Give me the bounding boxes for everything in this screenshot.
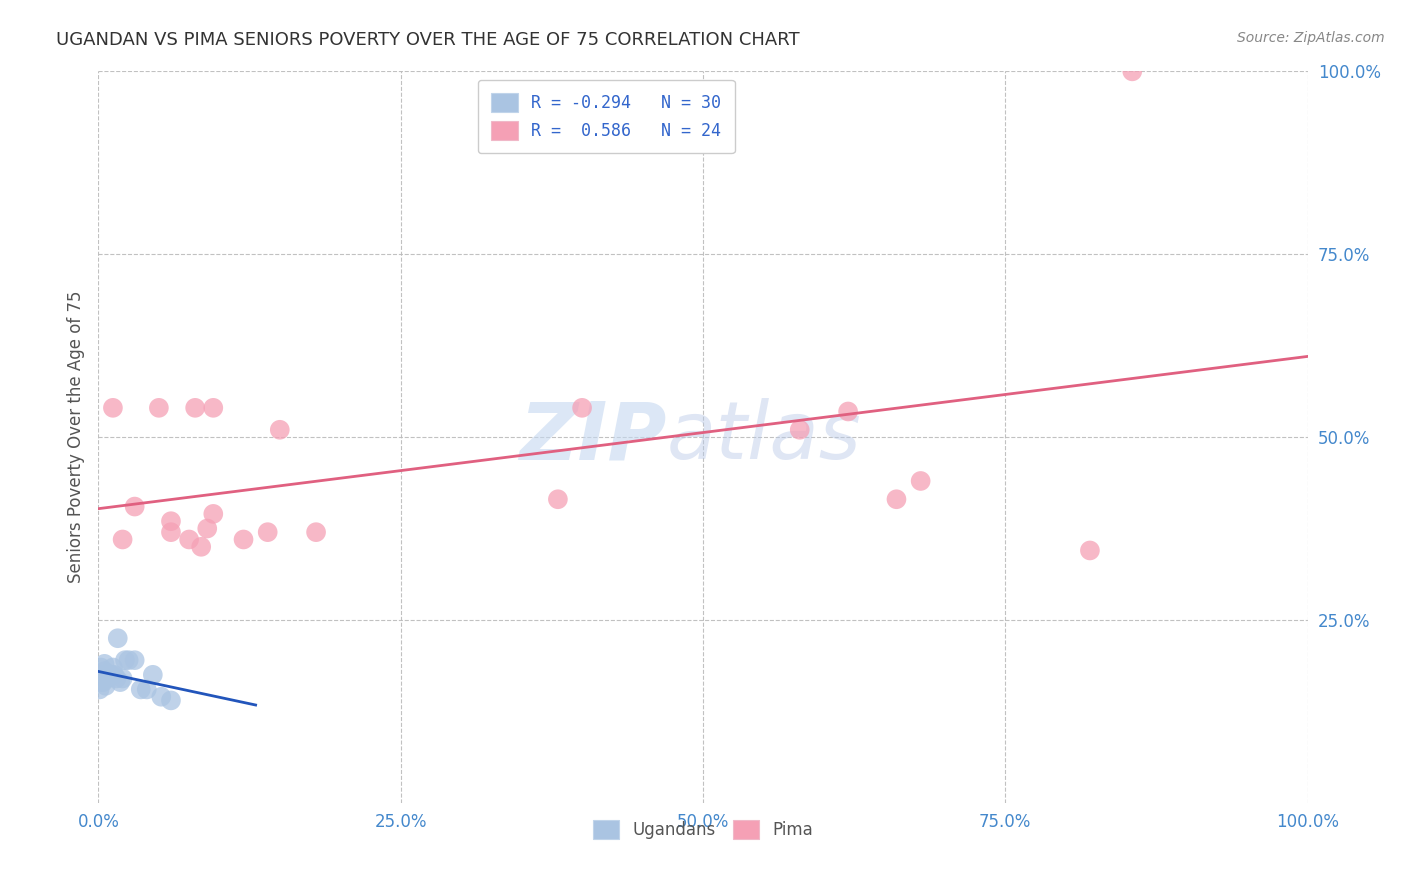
Point bbox=[97, 667, 120, 681]
Text: atlas: atlas bbox=[666, 398, 862, 476]
Point bbox=[124, 653, 146, 667]
Point bbox=[195, 521, 218, 535]
Point bbox=[179, 533, 201, 547]
Point bbox=[98, 667, 121, 681]
Point bbox=[148, 401, 170, 415]
Point bbox=[90, 667, 112, 681]
Point bbox=[111, 672, 134, 686]
Point bbox=[94, 667, 117, 681]
Point bbox=[101, 660, 124, 674]
Point bbox=[190, 540, 212, 554]
Point bbox=[93, 664, 115, 678]
Point bbox=[269, 423, 291, 437]
Point bbox=[89, 682, 111, 697]
Point bbox=[91, 667, 114, 681]
Point bbox=[107, 632, 129, 646]
Point bbox=[108, 675, 131, 690]
Point bbox=[232, 533, 254, 547]
Point bbox=[100, 667, 122, 681]
Point bbox=[184, 401, 207, 415]
Point bbox=[114, 653, 136, 667]
Text: Source: ZipAtlas.com: Source: ZipAtlas.com bbox=[1237, 31, 1385, 45]
Point bbox=[142, 667, 165, 681]
Text: UGANDAN VS PIMA SENIORS POVERTY OVER THE AGE OF 75 CORRELATION CHART: UGANDAN VS PIMA SENIORS POVERTY OVER THE… bbox=[56, 31, 800, 49]
Point bbox=[94, 679, 117, 693]
Point bbox=[111, 533, 134, 547]
Point bbox=[91, 675, 114, 690]
Point bbox=[135, 682, 157, 697]
Point bbox=[305, 525, 328, 540]
Point bbox=[910, 474, 932, 488]
Point bbox=[129, 682, 152, 697]
Point bbox=[571, 401, 593, 415]
Point bbox=[202, 401, 225, 415]
Point bbox=[96, 672, 118, 686]
Point bbox=[160, 514, 183, 528]
Point bbox=[160, 525, 183, 540]
Point bbox=[91, 675, 114, 690]
Point bbox=[1121, 64, 1143, 78]
Point bbox=[100, 667, 122, 681]
Text: ZIP: ZIP bbox=[519, 398, 666, 476]
Point bbox=[93, 657, 115, 671]
Point bbox=[837, 404, 859, 418]
Point bbox=[789, 423, 811, 437]
Point bbox=[160, 693, 183, 707]
Point bbox=[202, 507, 225, 521]
Point bbox=[124, 500, 146, 514]
Point bbox=[150, 690, 173, 704]
Point bbox=[105, 672, 128, 686]
Y-axis label: Seniors Poverty Over the Age of 75: Seniors Poverty Over the Age of 75 bbox=[66, 291, 84, 583]
Point bbox=[1078, 543, 1101, 558]
Point bbox=[90, 660, 112, 674]
Point bbox=[256, 525, 278, 540]
Point bbox=[101, 401, 124, 415]
Point bbox=[103, 667, 125, 681]
Point bbox=[91, 667, 114, 681]
Point bbox=[547, 492, 569, 507]
Legend: Ugandans, Pima: Ugandans, Pima bbox=[586, 814, 820, 846]
Point bbox=[886, 492, 908, 507]
Point bbox=[118, 653, 141, 667]
